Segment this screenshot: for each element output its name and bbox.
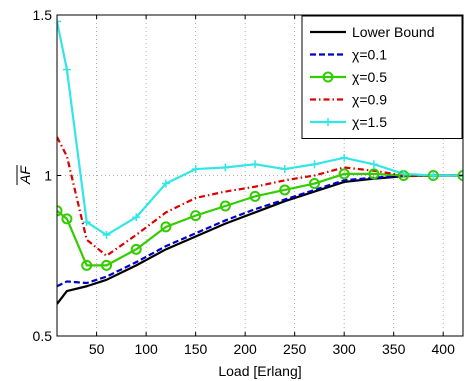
y-tick-label: 1.5 <box>33 7 53 23</box>
legend-entry: χ=0.5 <box>310 69 387 85</box>
series-2-point <box>101 259 113 271</box>
series-2-point <box>61 213 73 225</box>
legend-marker <box>322 71 334 83</box>
series-2-point <box>81 259 93 271</box>
series-2-point <box>308 178 320 190</box>
legend-label: Lower Bound <box>352 24 435 40</box>
series-2-point <box>427 170 439 181</box>
x-axis-label: Load [Erlang] <box>218 363 301 379</box>
ticks: 50 100 150 200 250 300 350 400 0.5 1 1.5 <box>33 7 463 357</box>
x-tick-label: 200 <box>233 341 257 357</box>
series-line-1 <box>57 174 463 288</box>
series-4-point <box>280 165 289 174</box>
y-axis-label: AF <box>17 165 33 185</box>
series-4-point <box>310 160 319 169</box>
series-2-point <box>190 210 202 222</box>
x-tick-label: 250 <box>283 341 307 357</box>
series-2-point <box>219 200 231 212</box>
series-2-point <box>160 221 172 233</box>
legend-marker <box>324 118 332 126</box>
series-4-point <box>340 153 349 162</box>
y-axis-label-group: AF <box>16 165 33 185</box>
series-4-point <box>102 230 111 239</box>
legend-entry: χ=1.5 <box>310 114 387 130</box>
marker-layer <box>57 17 463 271</box>
x-tick-label: 100 <box>134 341 158 357</box>
legend-entry: χ=0.9 <box>310 92 387 108</box>
series-layer <box>57 21 463 305</box>
series-2-point <box>368 168 380 180</box>
series-2-point <box>457 170 463 181</box>
legend-entry: χ=0.1 <box>310 47 387 63</box>
x-tick-label: 400 <box>432 341 456 357</box>
series-4-point <box>369 160 378 169</box>
series-4-point <box>62 65 71 74</box>
x-tick-label: 350 <box>382 341 406 357</box>
legend-label: χ=0.5 <box>352 69 387 85</box>
x-tick-label: 300 <box>332 341 356 357</box>
series-line-3 <box>57 136 463 257</box>
series-line-2 <box>57 172 463 267</box>
y-tick-label: 1 <box>44 168 52 184</box>
legend-label: χ=0.9 <box>352 92 387 108</box>
series-4-point <box>191 165 200 174</box>
legend-label: χ=0.1 <box>352 47 387 63</box>
series-4-point <box>399 169 408 178</box>
series-4-point <box>251 160 260 169</box>
series-2-point <box>57 205 63 217</box>
series-4-point <box>221 163 230 172</box>
x-tick-label: 50 <box>89 341 105 357</box>
series-line-4 <box>57 21 463 236</box>
series-4-point <box>429 171 438 180</box>
series-2-point <box>279 184 291 196</box>
series-2-point <box>249 190 261 202</box>
series-4-point <box>132 213 141 222</box>
series-4-point <box>57 17 61 26</box>
series-4-point <box>82 218 91 227</box>
legend: Lower Bound χ=0.1 χ=0.5 χ=0.9 χ=1.5 <box>301 15 463 139</box>
series-2-point <box>338 168 350 180</box>
legend-label: χ=1.5 <box>352 114 387 130</box>
series-2-point <box>130 243 142 255</box>
series-4-point <box>161 179 170 188</box>
legend-entry: Lower Bound <box>310 24 435 40</box>
x-tick-label: 150 <box>184 341 208 357</box>
y-tick-label: 0.5 <box>33 328 53 344</box>
